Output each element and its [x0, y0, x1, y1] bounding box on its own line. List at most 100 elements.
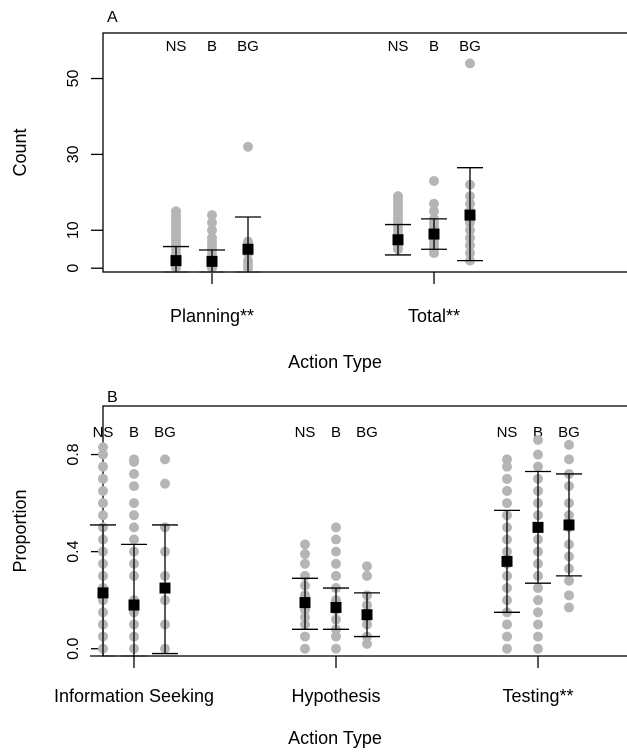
data-point — [331, 546, 341, 557]
data-point — [502, 485, 512, 496]
data-point — [502, 643, 512, 654]
mean-marker — [128, 599, 140, 611]
group-label: NS — [93, 424, 114, 441]
data-point — [98, 449, 108, 460]
data-point — [362, 561, 372, 572]
data-point — [331, 534, 341, 545]
data-point — [429, 206, 439, 217]
y-tick-label: 10 — [65, 221, 82, 239]
data-point — [207, 232, 217, 243]
x-category-label: Testing** — [502, 686, 573, 706]
data-point — [533, 434, 543, 445]
x-axis-label: Action Type — [288, 728, 382, 748]
group-label: NS — [166, 38, 187, 55]
mean-marker — [170, 255, 182, 267]
data-point — [564, 439, 574, 450]
data-point — [300, 539, 310, 550]
data-point — [533, 631, 543, 642]
data-point — [429, 198, 439, 209]
data-point — [207, 225, 217, 236]
y-tick-label: 0.8 — [65, 443, 82, 465]
y-tick-label: 0.0 — [65, 637, 82, 659]
data-point — [362, 570, 372, 581]
group-label: B — [331, 424, 341, 441]
mean-marker — [532, 521, 544, 533]
group-label: B — [533, 424, 543, 441]
data-point — [533, 449, 543, 460]
data-point — [331, 643, 341, 654]
data-point — [129, 468, 139, 479]
data-point — [362, 638, 372, 649]
group-label: BG — [459, 38, 481, 55]
data-point — [207, 210, 217, 221]
data-point — [331, 522, 341, 533]
mean-marker — [242, 243, 254, 255]
group-label: BG — [154, 424, 176, 441]
data-point — [533, 461, 543, 472]
y-tick-label: 30 — [65, 145, 82, 163]
data-point — [300, 631, 310, 642]
group-label: BG — [237, 38, 259, 55]
data-point — [533, 595, 543, 606]
y-axis-label: Proportion — [10, 489, 30, 572]
data-point — [564, 602, 574, 613]
data-point — [564, 575, 574, 586]
panel-label: A — [107, 9, 118, 26]
mean-marker — [299, 597, 311, 609]
data-point — [331, 570, 341, 581]
mean-marker — [330, 601, 342, 613]
data-point — [533, 583, 543, 594]
data-point — [564, 590, 574, 601]
x-category-label: Planning** — [170, 306, 254, 326]
mean-marker — [159, 582, 171, 594]
data-point — [98, 510, 108, 521]
mean-marker — [428, 228, 440, 240]
data-point — [129, 534, 139, 545]
data-point — [98, 442, 108, 453]
x-category-label: Information Seeking — [54, 686, 214, 706]
group-label: BG — [558, 424, 580, 441]
data-point — [129, 522, 139, 533]
data-point — [98, 473, 108, 484]
data-point — [331, 631, 341, 642]
data-point — [160, 454, 170, 465]
data-point — [98, 461, 108, 472]
data-point — [429, 175, 439, 186]
data-point — [564, 454, 574, 465]
data-point — [502, 473, 512, 484]
mean-marker — [97, 587, 109, 599]
data-point — [300, 643, 310, 654]
group-label: NS — [295, 424, 316, 441]
group-label: NS — [497, 424, 518, 441]
data-point — [533, 643, 543, 654]
data-point — [502, 461, 512, 472]
y-axis-label: Count — [10, 128, 30, 176]
data-point — [393, 191, 403, 202]
data-point — [502, 631, 512, 642]
mean-marker — [392, 234, 404, 246]
data-point — [533, 607, 543, 618]
plot-frame — [102, 32, 627, 273]
group-label: B — [429, 38, 439, 55]
x-category-label: Total** — [408, 306, 460, 326]
mean-marker — [563, 519, 575, 531]
y-tick-label: 50 — [65, 70, 82, 88]
mean-marker — [361, 609, 373, 621]
data-point — [465, 58, 475, 69]
data-point — [533, 619, 543, 630]
data-point — [331, 558, 341, 569]
data-point — [98, 485, 108, 496]
data-point — [243, 141, 253, 152]
y-tick-label: 0.4 — [65, 540, 82, 562]
data-point — [207, 217, 217, 228]
data-point — [300, 558, 310, 569]
panel-label: B — [107, 389, 118, 406]
x-category-label: Hypothesis — [291, 686, 380, 706]
data-point — [502, 454, 512, 465]
data-point — [300, 549, 310, 560]
mean-marker — [501, 555, 513, 567]
data-point — [129, 454, 139, 465]
mean-marker — [206, 255, 218, 267]
data-point — [129, 481, 139, 492]
group-label: B — [129, 424, 139, 441]
